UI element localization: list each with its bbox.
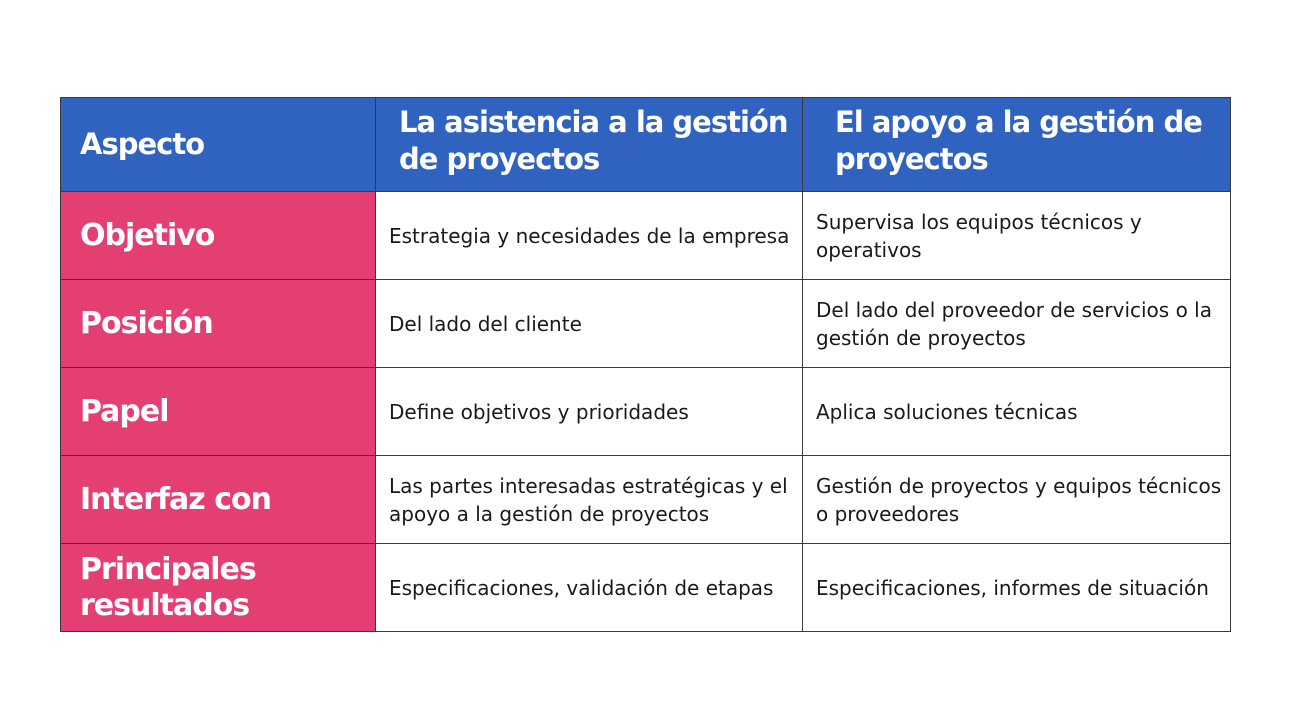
support-cell: Supervisa los equipos técnicos y operati…: [802, 191, 1231, 280]
support-cell: Especificaciones, informes de situación: [802, 543, 1231, 632]
table-row: Posición Del lado del cliente Del lado d…: [60, 279, 1231, 368]
comparison-table: Aspecto La asistencia a la gestión de pr…: [60, 97, 1231, 632]
assistance-cell: Las partes interesadas estratégicas y el…: [375, 455, 803, 544]
table-row: Interfaz con Las partes interesadas estr…: [60, 455, 1231, 544]
assistance-cell: Estrategia y necesidades de la empresa: [375, 191, 803, 280]
header-aspect: Aspecto: [60, 97, 376, 192]
row-label: Interfaz con: [60, 455, 376, 544]
header-row: Aspecto La asistencia a la gestión de pr…: [60, 97, 1231, 192]
row-label: Papel: [60, 367, 376, 456]
support-cell: Aplica soluciones técnicas: [802, 367, 1231, 456]
header-support: El apoyo a la gestión de proyectos: [802, 97, 1231, 192]
row-label: Objetivo: [60, 191, 376, 280]
support-cell: Del lado del proveedor de servicios o la…: [802, 279, 1231, 368]
table-row: Objetivo Estrategia y necesidades de la …: [60, 191, 1231, 280]
row-label: Posición: [60, 279, 376, 368]
header-assistance: La asistencia a la gestión de proyectos: [375, 97, 803, 192]
assistance-cell: Especificaciones, validación de etapas: [375, 543, 803, 632]
row-label: Principales resultados: [60, 543, 376, 632]
assistance-cell: Del lado del cliente: [375, 279, 803, 368]
table-row: Principales resultados Especificaciones,…: [60, 543, 1231, 632]
table-row: Papel Define objetivos y prioridades Apl…: [60, 367, 1231, 456]
assistance-cell: Define objetivos y prioridades: [375, 367, 803, 456]
support-cell: Gestión de proyectos y equipos técnicos …: [802, 455, 1231, 544]
